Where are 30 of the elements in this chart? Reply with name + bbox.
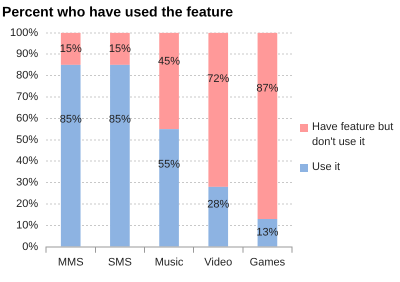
y-tick-label: 40% [16,155,38,168]
legend-label: Have feature but don't use it [312,120,394,150]
data-label: 72% [207,73,230,86]
y-tick-label: 20% [16,198,38,210]
x-tick-label: Video [204,256,232,268]
data-label: 15% [60,42,82,55]
x-tick-label: Games [250,256,286,268]
y-tick-label: 90% [16,48,38,60]
bar [258,32,278,219]
bar [60,64,81,246]
chart-title: Percent who have used the feature [2,3,234,20]
bar [110,64,130,246]
bar [208,32,228,187]
y-tick-label: 60% [16,112,38,124]
bar [159,129,179,246]
x-tick-label: SMS [108,256,132,268]
data-label: 15% [108,42,132,55]
y-tick-label: 80% [16,70,38,82]
y-tick-label: 70% [16,91,38,104]
data-label: 45% [158,56,180,68]
data-label: 87% [256,82,279,95]
legend-label: Use it [312,160,340,175]
bar [159,32,179,130]
y-tick-label: 50% [16,134,38,146]
x-tick-label: MMS [58,256,84,268]
y-tick-label: 10% [16,219,38,232]
y-tick-label: 0% [22,240,38,253]
y-tick-label: 100% [10,26,38,39]
y-tick-label: 30% [16,176,38,189]
x-tick-label: Music [154,256,184,268]
